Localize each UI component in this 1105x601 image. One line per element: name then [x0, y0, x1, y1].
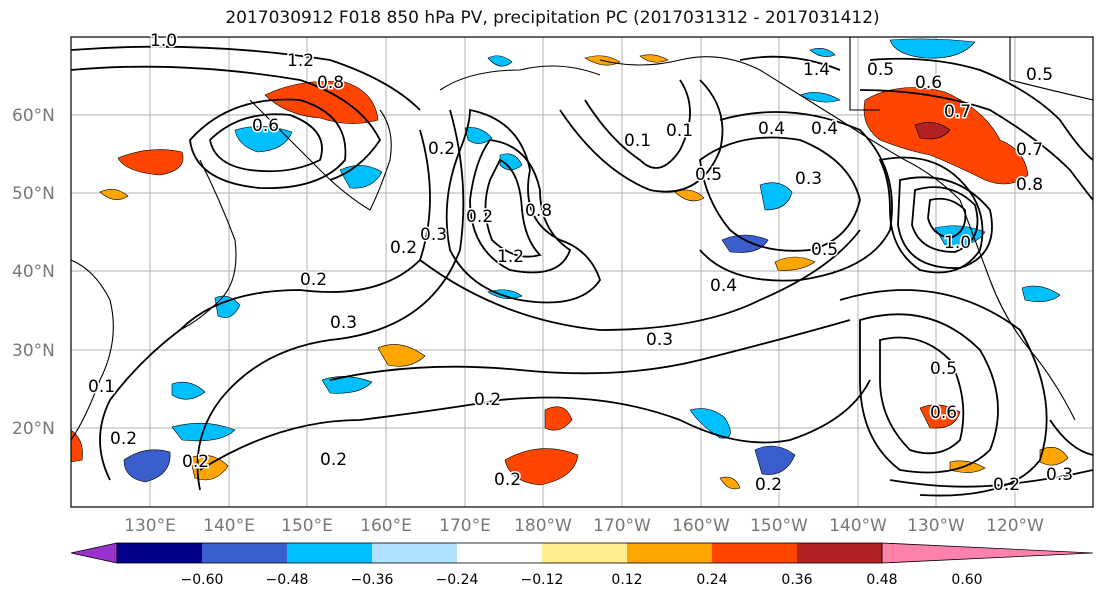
colorbar-extend-right: [881, 542, 1094, 564]
contour-label: 0.7: [944, 102, 971, 122]
contour-label: 0.5: [811, 240, 838, 260]
map-title: 2017030912 F018 850 hPa PV, precipitatio…: [225, 8, 880, 28]
contour-label: 0.2: [494, 470, 521, 490]
contour-label: 1.4: [803, 60, 830, 80]
colorbar-segment: [287, 543, 372, 563]
contour-label: 0.8: [317, 73, 344, 93]
lon-label: 150°W: [750, 516, 808, 536]
lon-label: 160°W: [672, 516, 730, 536]
lon-label: 130°E: [124, 516, 176, 536]
colorbar-tick-label: −0.60: [181, 572, 224, 588]
contour-labels: 1.0 1.2 0.8 0.6 0.2 0.3 0.2 0.2 0.1 0.2 …: [87, 30, 1075, 497]
contour-label: 0.2: [428, 139, 455, 159]
contour-label: 1.0: [944, 233, 971, 253]
contour-label: 0.7: [1016, 140, 1043, 160]
lon-label: 160°E: [360, 516, 412, 536]
contour-label: 0.2: [993, 475, 1020, 495]
colorbar-segment: [542, 543, 627, 563]
colorbar-segment: [202, 543, 287, 563]
contour-label: 0.2: [182, 452, 209, 472]
contour-label: 0.2: [110, 429, 137, 449]
lon-label: 140°E: [203, 516, 255, 536]
contour-label: 1.0: [150, 31, 177, 51]
lat-label: 20°N: [12, 419, 55, 439]
contour-label: 0.4: [710, 276, 737, 296]
lon-label: 180°W: [514, 516, 572, 536]
lon-label: 120°W: [986, 516, 1044, 536]
contour-label: 0.5: [930, 359, 957, 379]
contour-label: 0.3: [1046, 465, 1073, 485]
colorbar-tick-label: 0.24: [696, 572, 727, 588]
colorbar-segment: [117, 543, 202, 563]
lat-label: 40°N: [12, 262, 55, 282]
contour-label: 0.2: [755, 475, 782, 495]
contour-label: 0.3: [646, 330, 673, 350]
pv-contours: [71, 45, 1093, 497]
lon-labels: 130°E 140°E 150°E 160°E 170°E 180°W 170°…: [124, 516, 1044, 536]
contour-label: 0.2: [474, 390, 501, 410]
colorbar-segment: [457, 543, 542, 563]
contour-label: 0.2: [320, 450, 347, 470]
lon-label: 130°W: [907, 516, 965, 536]
contour-label: 0.5: [695, 165, 722, 185]
contour-label: 0.8: [525, 201, 552, 221]
colorbar-tick-label: −0.36: [351, 572, 394, 588]
colorbar-tick-label: 0.36: [781, 572, 812, 588]
contour-label: 1.2: [497, 247, 524, 267]
lon-label: 170°W: [593, 516, 651, 536]
lat-label: 60°N: [12, 106, 55, 126]
lat-label: 30°N: [12, 341, 55, 361]
colorbar-tick-label: −0.12: [521, 572, 564, 588]
contour-label: 0.5: [1026, 65, 1053, 85]
colorbar-tick-label: −0.48: [266, 572, 309, 588]
colorbar-tick-label: 0.48: [866, 572, 897, 588]
contour-label: 0.4: [811, 119, 838, 139]
contour-label: 0.4: [758, 119, 785, 139]
lon-label: 170°E: [439, 516, 491, 536]
colorbar-tick-label: −0.24: [436, 572, 479, 588]
colorbar-extend-left: [70, 542, 118, 564]
contour-label: 0.2: [300, 270, 327, 290]
lon-label: 150°E: [281, 516, 333, 536]
contour-label: 1.2: [287, 51, 314, 71]
contour-label: 0.6: [930, 403, 957, 423]
contour-label: 0.8: [1016, 175, 1043, 195]
contour-label: 0.2: [466, 207, 493, 227]
contour-label: 0.1: [666, 121, 693, 141]
colorbar-tick-label: 0.60: [951, 572, 982, 588]
lon-label: 140°W: [829, 516, 887, 536]
precip-shading: [71, 38, 1069, 490]
colorbar: −0.60 −0.48 −0.36 −0.24 −0.12 0.12 0.24 …: [70, 542, 1094, 588]
colorbar-segment: [627, 543, 712, 563]
contour-label: 0.6: [915, 73, 942, 93]
contour-label: 0.5: [867, 60, 894, 80]
contour-label: 0.3: [795, 169, 822, 189]
colorbar-tick-label: 0.12: [611, 572, 642, 588]
colorbar-segment: [712, 543, 797, 563]
contour-label: 0.1: [624, 131, 651, 151]
plot-frame: [70, 36, 1094, 508]
lat-label: 50°N: [12, 184, 55, 204]
contour-label: 0.1: [88, 377, 115, 397]
contour-label: 0.3: [330, 313, 357, 333]
contour-label: 0.2: [390, 238, 417, 258]
contour-label: 0.6: [252, 116, 279, 136]
colorbar-segment: [797, 543, 882, 563]
lat-labels: 60°N 50°N 40°N 30°N 20°N: [12, 106, 55, 439]
colorbar-segment: [372, 543, 457, 563]
contour-label: 0.3: [420, 225, 447, 245]
coastlines: [71, 37, 1093, 441]
